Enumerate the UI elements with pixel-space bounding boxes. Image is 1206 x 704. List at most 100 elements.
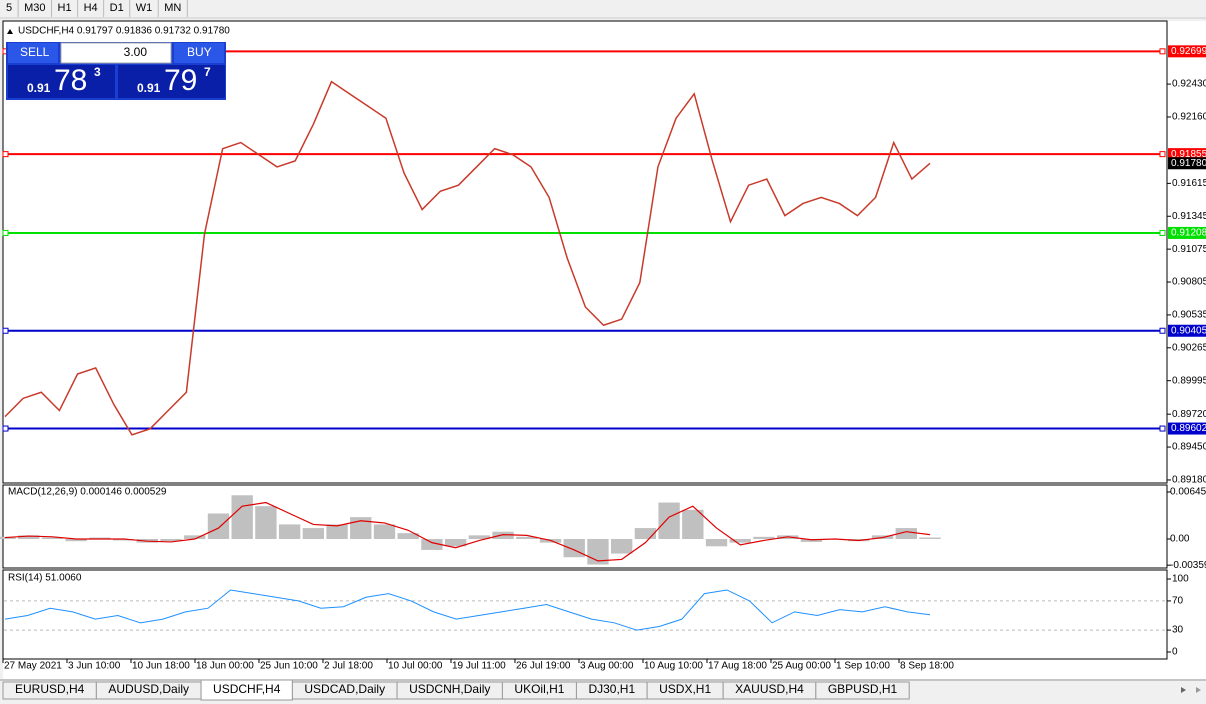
level-label-bg: [1168, 226, 1206, 239]
macd-bar: [397, 533, 419, 540]
x-tick-label: 26 Jul 19:00: [516, 661, 571, 672]
buy-button[interactable]: [174, 43, 224, 63]
tab-label[interactable]: USDCHF,H4: [213, 682, 281, 696]
y-tick-label: 0.90805: [1172, 277, 1206, 288]
macd-bar: [255, 506, 277, 540]
rsi-line: [4, 589, 931, 631]
level-handle: [2, 151, 9, 158]
scroll-right[interactable]: [1196, 687, 1201, 693]
timeframe-button[interactable]: H1: [58, 2, 72, 14]
macd-bar: [895, 528, 917, 540]
x-tick-label: 10 Jun 18:00: [132, 661, 190, 672]
y-tick-label: 70: [1172, 596, 1184, 607]
sell-button[interactable]: [8, 43, 58, 63]
x-tick-label: 10 Jul 00:00: [388, 661, 443, 672]
x-tick-label: 19 Jul 11:00: [452, 661, 506, 672]
level-handle: [2, 425, 9, 432]
y-tick-label: 0.91615: [1172, 178, 1206, 189]
macd-bar: [184, 535, 206, 540]
macd-title: MACD(12,26,9) 0.000146 0.000529: [8, 487, 167, 498]
x-tick-label: 25 Aug 00:00: [772, 661, 831, 672]
x-tick-label: 8 Sep 18:00: [900, 661, 954, 672]
macd-bar: [705, 539, 728, 547]
macd-bar: [492, 531, 514, 540]
sell-label[interactable]: SELL: [20, 45, 50, 59]
timeframe-button[interactable]: W1: [136, 2, 153, 14]
y-tick-label: 0.90535: [1172, 310, 1206, 321]
buy-label[interactable]: BUY: [187, 45, 212, 59]
bid-big: 0.91: [27, 81, 51, 95]
timeframe-button[interactable]: M30: [24, 2, 45, 14]
price-line: [4, 80, 931, 436]
x-tick-label: 25 Jun 10:00: [260, 661, 318, 672]
level-label-bg: [1168, 148, 1206, 161]
chart-bg: [3, 21, 1206, 679]
tab-label[interactable]: UKOil,H1: [514, 682, 564, 696]
macd-bar: [444, 539, 467, 547]
level-label-bg: [1168, 422, 1206, 435]
x-tick-label: 10 Aug 10:00: [644, 661, 703, 672]
y-tick-label: 0.006451: [1170, 487, 1206, 498]
timeframe-button[interactable]: D1: [110, 2, 124, 14]
macd-bar: [468, 535, 491, 540]
rsi-frame: [2, 569, 1168, 660]
chart-title: USDCHF,H4 0.91797 0.91836 0.91732 0.9178…: [18, 26, 230, 37]
price-label: 0.91780: [1171, 158, 1206, 169]
ask-box[interactable]: [118, 65, 225, 98]
tab-label[interactable]: USDCAD,Daily: [304, 682, 385, 696]
macd-bar: [231, 495, 253, 540]
ask-pip: 7: [204, 65, 211, 79]
main-frame: [2, 20, 1168, 484]
macd-bar: [41, 537, 64, 540]
scroll-left[interactable]: [1181, 687, 1186, 693]
level-handle: [1159, 229, 1166, 236]
macd-bar: [800, 539, 823, 542]
macd-bar: [753, 536, 775, 540]
macd-bar: [373, 524, 396, 540]
level-label: 0.91855: [1171, 149, 1206, 160]
tab-label[interactable]: AUDUSD,Daily: [108, 682, 189, 696]
price-label-bg: [1168, 157, 1206, 170]
x-tick-label: 27 May 2021: [4, 661, 62, 672]
y-tick-label: 30: [1172, 625, 1184, 636]
volume[interactable]: 3.00: [124, 45, 148, 59]
timeframe-button[interactable]: MN: [164, 2, 181, 14]
x-tick-label: 18 Jun 00:00: [196, 661, 254, 672]
tab-label[interactable]: GBPUSD,H1: [828, 682, 898, 696]
macd-bar: [160, 539, 182, 542]
y-tick-label: 100: [1172, 574, 1189, 585]
x-tick-label: 3 Aug 00:00: [580, 661, 634, 672]
tab-label[interactable]: XAUUSD,H4: [735, 682, 804, 696]
macd-frame: [2, 484, 1168, 569]
macd-bar: [682, 509, 704, 540]
tab-label[interactable]: USDCNH,Daily: [409, 682, 490, 696]
tab-label[interactable]: DJ30,H1: [588, 682, 635, 696]
level-label-bg: [1168, 324, 1206, 337]
level-label: 0.89602: [1171, 423, 1206, 434]
timeframe-button[interactable]: 5: [6, 2, 12, 14]
tab[interactable]: [815, 681, 910, 700]
macd-bar: [634, 528, 657, 540]
ask-main: 79: [164, 64, 197, 97]
y-tick-label: 0.90265: [1172, 342, 1206, 353]
macd-bar: [658, 502, 680, 540]
timeframe-button[interactable]: H4: [84, 2, 98, 14]
macd-bar: [207, 513, 230, 540]
macd-bar: [278, 524, 301, 540]
y-tick-label: 0.92160: [1172, 112, 1206, 123]
macd-bar: [326, 524, 348, 540]
macd-bar: [18, 535, 40, 540]
bid-main: 78: [54, 64, 87, 97]
level-label: 0.90405: [1171, 325, 1206, 336]
level-handle: [1159, 48, 1166, 55]
tab-label[interactable]: USDX,H1: [659, 682, 711, 696]
collapse-icon: [7, 29, 13, 34]
y-tick-label: -0.00359: [1170, 560, 1206, 571]
macd-bar: [65, 539, 87, 542]
level-handle: [2, 229, 9, 236]
macd-bar: [610, 539, 633, 554]
tab-label[interactable]: EURUSD,H4: [15, 682, 85, 696]
macd-bar: [516, 536, 538, 540]
bid-box[interactable]: [8, 65, 115, 98]
